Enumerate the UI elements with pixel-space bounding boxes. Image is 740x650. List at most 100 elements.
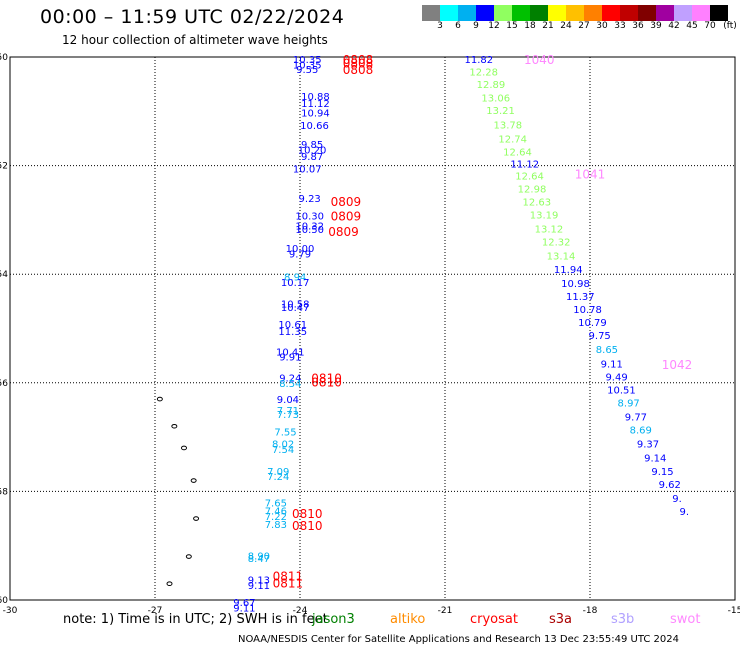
lat-tick-label: -52 xyxy=(0,162,8,172)
wave-height-label: 10.66 xyxy=(300,121,329,132)
wave-height-label: 7.65 xyxy=(265,498,287,509)
wave-height-label: 7.71 xyxy=(277,406,299,417)
wave-height-label: 9.85 xyxy=(301,140,323,151)
island-outline xyxy=(156,396,163,402)
wave-height-label: 10.47 xyxy=(281,303,310,314)
wave-height-label: 9.11 xyxy=(601,359,623,370)
wave-height-label: 7.22 xyxy=(265,512,287,523)
wave-height-label: 7.83 xyxy=(265,520,287,531)
mission-legend-item: cryosat xyxy=(470,612,518,627)
color-swatch-13 xyxy=(656,5,674,21)
island-outline xyxy=(171,423,178,429)
color-legend-label: 45 xyxy=(686,21,698,31)
color-swatch-3 xyxy=(476,5,494,21)
wave-height-label: 10.41 xyxy=(276,347,305,358)
color-swatch-12 xyxy=(638,5,656,21)
island-outline xyxy=(190,478,197,483)
color-legend-label: 27 xyxy=(578,21,590,31)
wave-height-label: 10.35 xyxy=(293,61,322,72)
wave-height-label: 9.55 xyxy=(296,65,318,76)
wave-height-label: 9.75 xyxy=(589,331,611,342)
wave-height-label: 9.91 xyxy=(279,353,301,364)
color-legend xyxy=(422,5,728,21)
color-legend-label: 3 xyxy=(437,21,443,31)
island-outline xyxy=(193,516,200,521)
color-swatch-7 xyxy=(548,5,566,21)
color-swatch-6 xyxy=(530,5,548,21)
color-swatch-4 xyxy=(494,5,512,21)
wave-height-label: 10.35 xyxy=(293,55,322,66)
wave-height-label: 9. xyxy=(679,507,689,518)
wave-height-label: 13.12 xyxy=(535,225,564,236)
color-swatch-11 xyxy=(620,5,638,21)
wave-height-label: 12.74 xyxy=(498,134,527,145)
wave-height-label: 9.11 xyxy=(233,604,255,615)
color-swatch-0 xyxy=(422,5,440,21)
color-legend-label: 42 xyxy=(668,21,680,31)
color-legend-label: 70 xyxy=(704,21,716,31)
color-legend-label: 6 xyxy=(455,21,461,31)
pass-time-label: 1041 xyxy=(575,168,606,182)
wave-height-label: 9.49 xyxy=(605,372,627,383)
wave-height-label: 11.12 xyxy=(510,159,539,170)
wave-height-label: 9.23 xyxy=(299,194,321,205)
wave-height-label: 13.19 xyxy=(530,210,559,221)
lat-tick-label: -58 xyxy=(0,487,8,497)
wave-height-label: 12.64 xyxy=(515,171,544,182)
wave-height-label: 7.24 xyxy=(267,472,289,483)
note-text: note: 1) Time is in UTC; 2) SWH is in fe… xyxy=(63,612,328,627)
wave-height-label: 10.51 xyxy=(607,385,636,396)
mission-legend-item: jason3 xyxy=(312,612,355,627)
map-frame xyxy=(9,56,736,601)
pass-time-label: 0811 xyxy=(273,570,304,584)
wave-height-label: 12.98 xyxy=(518,184,547,195)
wave-height-label: 8.94 xyxy=(284,272,306,283)
wave-height-label: 7.09 xyxy=(267,467,289,478)
color-legend-label: 12 xyxy=(488,21,500,31)
wave-height-label: 13.78 xyxy=(494,120,523,131)
color-swatch-10 xyxy=(602,5,620,21)
mission-legend-item: s3a xyxy=(549,612,573,627)
mission-legend-item: altiko xyxy=(390,612,426,627)
lon-tick-label: -24 xyxy=(293,606,308,616)
color-legend-label: 33 xyxy=(614,21,626,31)
color-legend-label: 39 xyxy=(650,21,662,31)
pass-time-label: 1040 xyxy=(524,53,555,67)
wave-height-label: 9.37 xyxy=(637,440,659,451)
wave-height-label: 9.77 xyxy=(625,412,647,423)
lon-tick-label: -21 xyxy=(438,606,453,616)
wave-height-label: 12.64 xyxy=(503,147,532,158)
lon-tick-label: -27 xyxy=(148,606,163,616)
wave-height-label: 10.98 xyxy=(561,279,590,290)
island-outline xyxy=(166,581,173,587)
wave-height-label: 7.46 xyxy=(265,506,287,517)
mission-legend-item: swot xyxy=(670,612,701,627)
color-swatch-1 xyxy=(440,5,458,21)
lat-tick-label: -50 xyxy=(0,53,8,63)
color-swatch-14 xyxy=(674,5,692,21)
wave-height-label: 9.87 xyxy=(301,152,323,163)
color-swatch-9 xyxy=(584,5,602,21)
footer-credit: NOAA/NESDIS Center for Satellite Applica… xyxy=(238,634,680,645)
wave-height-label: 13.06 xyxy=(481,94,510,105)
wave-height-label: 9. xyxy=(672,494,682,505)
lat-tick-label: -54 xyxy=(0,270,8,280)
wave-height-label: 13.14 xyxy=(547,252,576,263)
color-legend-label: 15 xyxy=(506,21,518,31)
color-legend-label: 30 xyxy=(596,21,608,31)
pass-time-label: 0809 xyxy=(331,210,362,224)
wave-height-label: 8.69 xyxy=(630,425,652,436)
color-swatch-8 xyxy=(566,5,584,21)
pass-time-label: 0810 xyxy=(292,519,323,533)
wave-height-label: 9.11 xyxy=(248,581,270,592)
wave-height-label: 11.12 xyxy=(301,99,330,110)
color-legend-label: 18 xyxy=(524,21,536,31)
wave-height-label: 7.73 xyxy=(277,410,299,421)
wave-height-label: 11.37 xyxy=(566,292,595,303)
wave-height-label: 9.13 xyxy=(248,575,270,586)
wave-height-label: 9.15 xyxy=(651,467,673,478)
wave-height-label: 9.62 xyxy=(659,480,681,491)
wave-height-label: 12.32 xyxy=(542,238,571,249)
wave-height-label: 10.30 xyxy=(295,212,324,223)
